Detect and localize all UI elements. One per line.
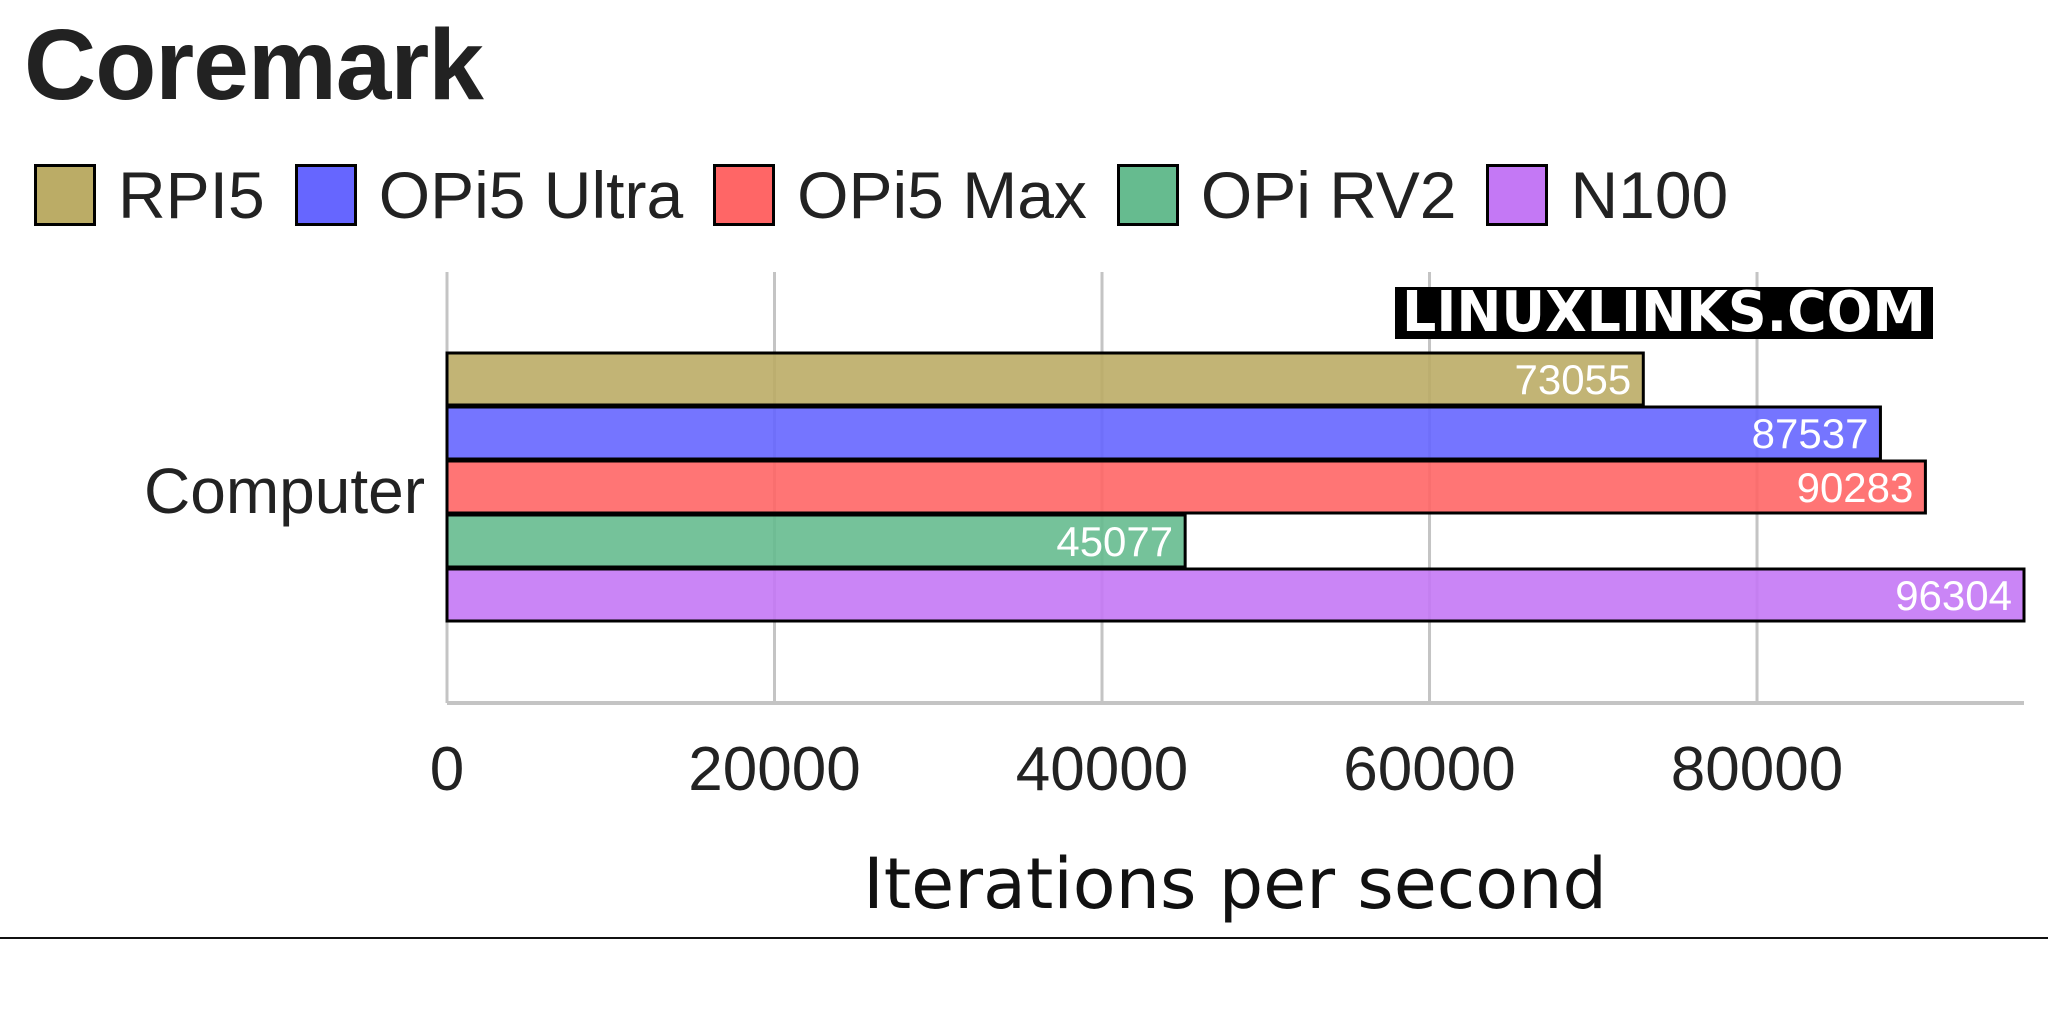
- legend-label: RPI5: [118, 158, 265, 232]
- data-label: 45077: [1056, 518, 1173, 565]
- legend: RPI5 OPi5 Ultra OPi5 Max OPi RV2 N100: [34, 157, 1758, 233]
- legend-swatch: [34, 164, 96, 226]
- bar-opi5-max: [445, 459, 1927, 515]
- chart-title: Coremark: [24, 9, 484, 121]
- data-label: 90283: [1797, 464, 1914, 511]
- x-tick-label: 20000: [688, 735, 860, 804]
- legend-item-opi5-ultra: OPi5 Ultra: [294, 157, 684, 233]
- legend-label: OPi5 Max: [797, 158, 1087, 232]
- legend-label: OPi5 Ultra: [378, 158, 684, 232]
- legend-item-opi-rv2: OPi RV2: [1116, 157, 1457, 233]
- legend-swatch: [1116, 164, 1179, 226]
- legend-swatch: [294, 164, 357, 226]
- watermark-background: [1395, 287, 1933, 339]
- x-tick-label: 80000: [1671, 735, 1843, 804]
- watermark-text: LINUXLINKS.COM: [1402, 280, 1926, 345]
- data-label: 96304: [1895, 572, 2012, 619]
- legend-item-n100: N100: [1486, 157, 1728, 233]
- x-axis-label: Iterations per second: [863, 843, 1607, 925]
- bottom-divider: [0, 937, 2048, 939]
- y-category-label: Computer: [144, 455, 425, 527]
- bar-opi-rv2: [445, 513, 1187, 569]
- legend-item-rpi5: RPI5: [34, 157, 265, 233]
- data-label: 73055: [1514, 356, 1631, 403]
- legend-label: N100: [1570, 158, 1729, 232]
- legend-swatch: [713, 164, 776, 226]
- x-tick-label: 60000: [1343, 735, 1515, 804]
- legend-label: OPi RV2: [1200, 158, 1457, 232]
- legend-swatch: [1486, 164, 1549, 226]
- bar-opi5-ultra: [445, 405, 1882, 461]
- data-label: 87537: [1752, 410, 1869, 457]
- x-tick-label: 40000: [1016, 735, 1188, 804]
- bar-rpi5: [445, 351, 1645, 407]
- legend-item-opi5-max: OPi5 Max: [713, 157, 1087, 233]
- bar-n100: [445, 567, 2026, 623]
- x-tick-label: 0: [430, 735, 464, 804]
